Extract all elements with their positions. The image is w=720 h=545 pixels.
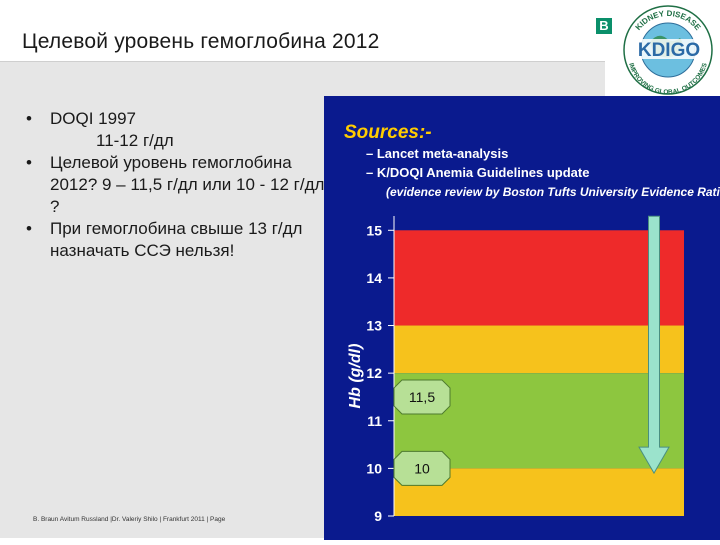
bullet-marker: • — [26, 153, 32, 172]
bullet-marker: • — [26, 219, 32, 238]
slide-footer: B. Braun Avitum Russland |Dr. Valeriy Sh… — [33, 516, 226, 523]
bullet-item: • Целевой уровень гемоглобина 2012? 9 – … — [26, 152, 326, 218]
y-tick-label: 13 — [366, 318, 382, 334]
y-tick-label: 10 — [366, 460, 382, 476]
sources-item: – K/DOQI Anemia Guidelines update — [366, 165, 589, 180]
y-tick-label: 12 — [366, 365, 382, 381]
marker-shape — [393, 379, 451, 415]
bullet-subline: 11-12 г/дл — [96, 131, 174, 150]
sources-item: – Lancet meta-analysis — [366, 146, 508, 161]
y-axis-label: Hb (g/dl) — [347, 344, 364, 409]
hb-band — [394, 325, 684, 374]
marker-label: 11,5 — [409, 389, 435, 405]
y-tick-label: 11 — [367, 413, 382, 429]
hb-band — [394, 230, 684, 326]
y-tick-label: 15 — [366, 222, 382, 238]
kdigo-wordmark: KDIGO — [638, 40, 700, 61]
bullet-text: При гемоглобина свыше 13 г/дл назначать … — [50, 219, 303, 260]
bullet-list: • DOQI 1997 11-12 г/дл • Целевой уровень… — [26, 108, 326, 262]
marker-shape — [393, 450, 451, 486]
bullet-item: • DOQI 1997 — [26, 108, 326, 130]
marker-label: 10 — [414, 460, 430, 476]
bullet-text: Целевой уровень гемоглобина 2012? 9 – 11… — [50, 153, 325, 216]
sources-title: Sources:- — [344, 122, 432, 143]
bullet-item: • При гемоглобина свыше 13 г/дл назначат… — [26, 218, 326, 262]
down-arrow-icon — [638, 215, 670, 475]
bbraun-logo-icon: B — [596, 18, 612, 34]
bullet-marker: • — [26, 109, 32, 128]
y-tick-label: 9 — [374, 508, 382, 524]
bullet-text: DOQI 1997 — [50, 109, 136, 128]
title-rule — [0, 61, 605, 62]
hb-chart-svg: Sources:- – Lancet meta-analysis – K/DOQI … — [324, 96, 720, 540]
y-tick-label: 14 — [366, 270, 382, 286]
kdigo-logo: KIDNEY DISEASE IMPROVING GLOBAL OUTCOMES… — [623, 5, 713, 96]
sources-item: (evidence review by Boston Tufts Univers… — [386, 185, 720, 199]
slide-title: Целевой уровень гемоглобина 2012 — [22, 30, 380, 53]
hb-chart: Sources:- – Lancet meta-analysis – K/DOQI … — [324, 96, 720, 540]
